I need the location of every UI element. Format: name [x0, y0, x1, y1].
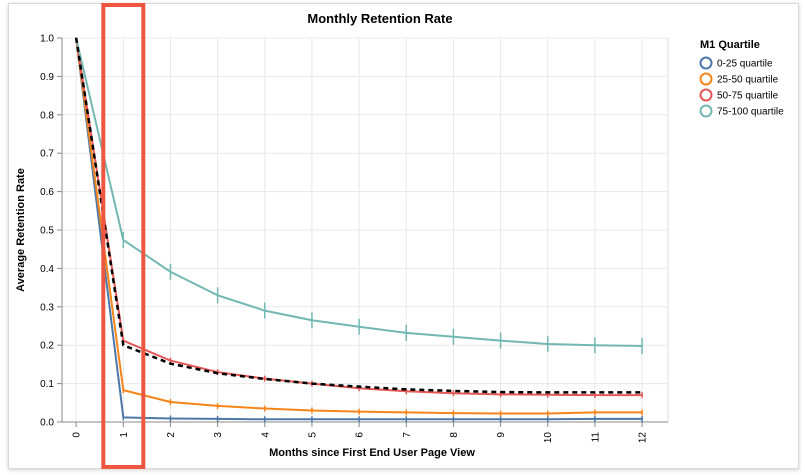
y-tick-label: 0.3	[40, 302, 54, 313]
legend-title: M1 Quartile	[700, 39, 760, 51]
chart-series	[74, 37, 644, 423]
x-tick-label: 0	[72, 432, 83, 438]
y-tick-label: 0.4	[40, 264, 54, 275]
legend-item-4: 75-100 quartile	[717, 107, 784, 118]
average-line	[74, 37, 643, 394]
x-axis-title: Months since First End User Page View	[269, 447, 475, 459]
x-tick-label: 9	[496, 432, 507, 438]
x-tick-label: 5	[307, 432, 318, 438]
y-tick-label: 0.8	[40, 110, 54, 121]
x-tick-label: 4	[260, 432, 271, 438]
y-tick-label: 0.7	[40, 149, 54, 160]
chart-axes: 0.00.10.20.30.40.50.60.70.80.91.00 1 2 3 4 5 6…	[40, 34, 668, 444]
chart-grid	[61, 37, 669, 423]
chart-title: Monthly Retention Rate	[307, 11, 452, 26]
x-tick-label: 1	[119, 432, 130, 438]
y-tick-label: 0.2	[40, 341, 54, 352]
x-tick-label: 11	[590, 432, 601, 443]
legend: M1 Quartile 0-25 quartile 25-50 quartile 5…	[699, 39, 784, 118]
x-tick-label: 7	[402, 432, 413, 438]
y-tick-label: 0.0	[40, 418, 54, 429]
x-tick-label: 12	[638, 432, 649, 444]
legend-symbol-3	[699, 88, 713, 102]
legend-item-2: 25-50 quartile	[717, 75, 779, 86]
y-axis-title: Average Retention Rate	[15, 168, 27, 292]
legend-symbol-1	[699, 56, 713, 70]
x-tick-label: 10	[543, 432, 554, 444]
legend-item-3: 50-75 quartile	[717, 91, 779, 102]
x-tick-label: 2	[166, 432, 177, 438]
x-tick-label: 3	[213, 432, 224, 438]
y-tick-label: 1.0	[40, 34, 54, 45]
y-tick-label: 0.5	[40, 226, 54, 237]
x-tick-label: 8	[449, 432, 460, 438]
legend-item-1: 0-25 quartile	[717, 59, 773, 70]
legend-symbol-2	[699, 72, 713, 86]
y-tick-label: 0.9	[40, 72, 54, 83]
x-tick-label: 6	[355, 432, 366, 438]
legend-symbol-4	[699, 104, 713, 118]
y-tick-label: 0.6	[40, 187, 54, 198]
highlight-box	[101, 3, 146, 469]
y-tick-label: 0.1	[40, 379, 54, 390]
